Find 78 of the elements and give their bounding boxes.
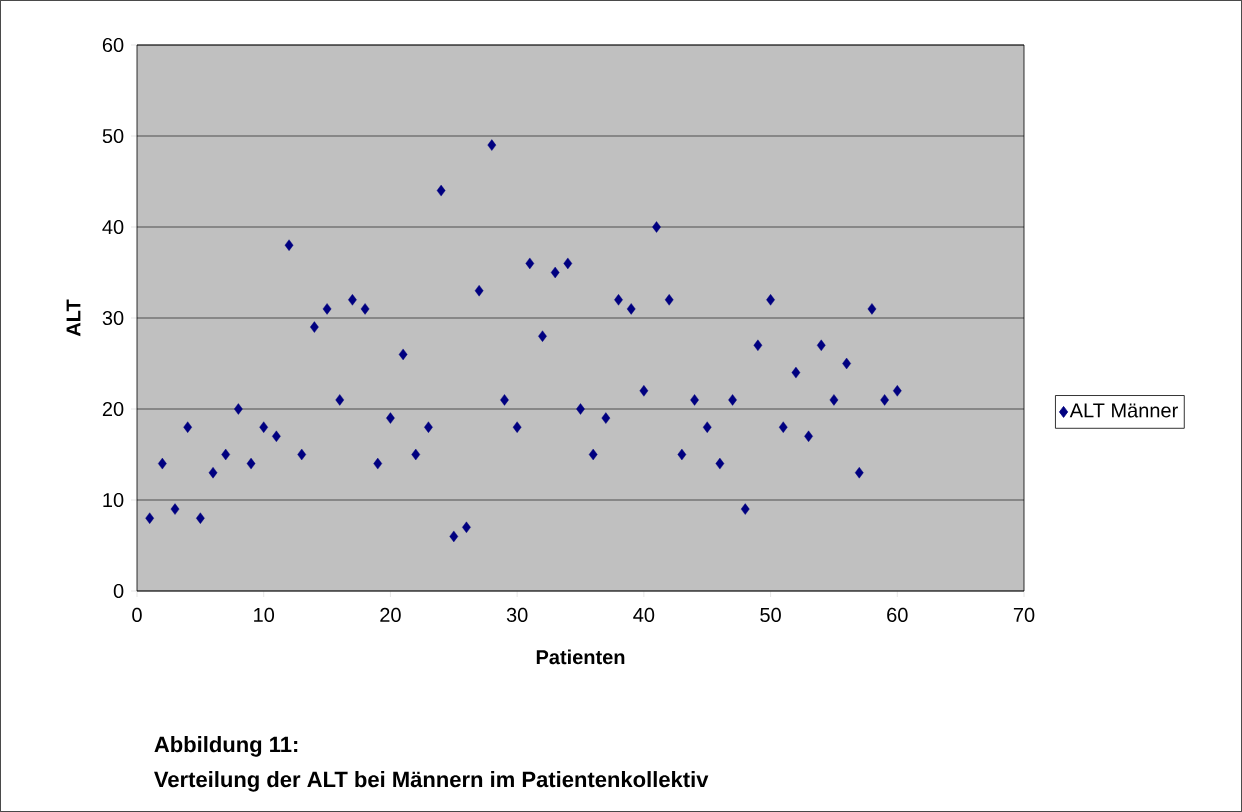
point — [500, 394, 509, 406]
point — [576, 403, 585, 415]
point — [652, 221, 661, 233]
point — [614, 294, 623, 306]
point — [880, 394, 889, 406]
point — [753, 339, 763, 351]
point — [601, 412, 611, 424]
point — [715, 457, 725, 470]
point — [677, 448, 687, 461]
point — [183, 421, 193, 433]
point — [335, 394, 345, 406]
point — [563, 257, 573, 270]
point — [778, 421, 788, 433]
point — [867, 303, 877, 315]
x-tick-label: 10 — [254, 607, 275, 623]
x-tick-label: 40 — [633, 607, 655, 623]
point — [626, 303, 636, 315]
point — [728, 394, 737, 406]
point — [512, 421, 522, 433]
y-tick-label: 10 — [103, 492, 124, 508]
point — [348, 294, 357, 306]
point — [360, 303, 370, 315]
point — [816, 339, 826, 351]
point — [664, 294, 674, 306]
x-tick-label: 50 — [760, 607, 781, 623]
point — [259, 421, 269, 433]
point — [145, 512, 154, 524]
point — [208, 467, 218, 479]
point — [854, 467, 864, 479]
y-tick-label: 0 — [113, 583, 124, 599]
point — [386, 412, 395, 424]
y-tick-label: 40 — [102, 219, 124, 235]
x-tick-label: 30 — [506, 607, 528, 623]
point — [436, 184, 446, 197]
point — [221, 448, 231, 461]
y-tick-label: 50 — [102, 128, 124, 144]
point — [740, 503, 750, 515]
y-tick-label: 30 — [102, 310, 124, 326]
point — [702, 421, 712, 433]
point — [462, 521, 471, 533]
x-tick-label: 0 — [132, 607, 142, 623]
point — [829, 394, 839, 406]
point — [449, 530, 459, 543]
point — [538, 330, 547, 342]
point — [791, 366, 801, 379]
point — [766, 294, 775, 306]
point — [411, 448, 421, 461]
point — [322, 303, 332, 315]
point — [424, 421, 433, 433]
point — [588, 448, 598, 461]
point — [639, 385, 649, 397]
x-tick-label: 20 — [380, 607, 401, 623]
point — [373, 457, 383, 470]
point — [892, 385, 902, 397]
point — [474, 285, 484, 297]
point — [272, 430, 281, 442]
point — [297, 448, 307, 461]
point — [310, 321, 319, 333]
point — [170, 503, 180, 515]
point — [196, 512, 205, 524]
point — [550, 266, 560, 279]
text: Verteilung der ALT bei Männern im Patientenkollektiv — [154, 771, 709, 792]
y-axis-title: ALT — [66, 299, 81, 337]
x-axis-title: Patienten — [536, 649, 625, 665]
point — [690, 394, 699, 406]
text: Abbildung 11: — [154, 736, 298, 757]
point — [284, 239, 294, 251]
point — [246, 457, 256, 470]
y-tick-label: 60 — [102, 37, 124, 53]
point — [234, 403, 243, 415]
legend-label: ALT Männer — [1069, 403, 1178, 418]
point — [398, 348, 408, 361]
point — [804, 430, 813, 442]
y-tick-label: 20 — [102, 401, 124, 417]
point — [525, 257, 535, 270]
x-tick-label: 60 — [887, 607, 908, 623]
x-tick-label: 70 — [1013, 607, 1035, 623]
point — [487, 139, 497, 151]
